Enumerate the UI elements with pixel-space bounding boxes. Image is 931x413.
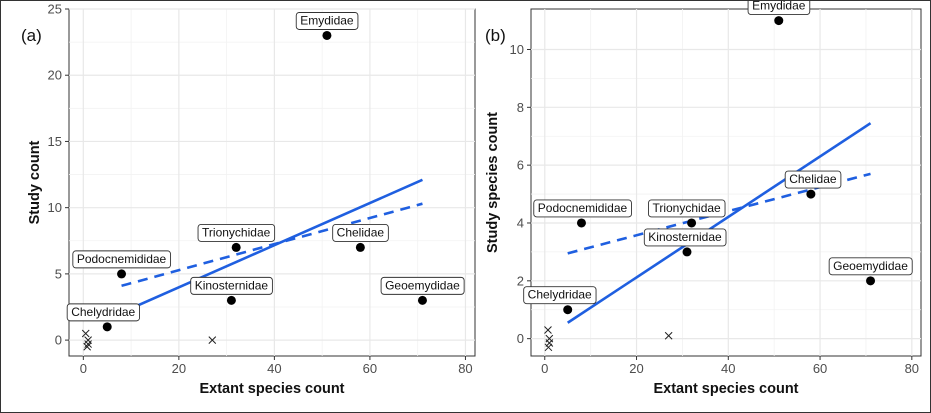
y-tick-label: 10 (48, 200, 62, 215)
point-label: Trionychidae (202, 225, 271, 239)
fit-line-solid (566, 122, 872, 324)
y-tick-label: 8 (517, 100, 524, 115)
cross-point (664, 331, 673, 340)
grid (69, 8, 475, 356)
point-label-box (828, 257, 913, 276)
x-tick-label: 0 (541, 361, 548, 376)
point-label-box (648, 199, 726, 218)
data-point (806, 189, 816, 199)
y-axis-title: Study count (27, 140, 43, 224)
x-tick-label: 20 (172, 361, 186, 376)
point-label-box (295, 12, 359, 30)
point-label-box (523, 286, 597, 305)
y-tick-label: 25 (48, 2, 62, 17)
y-tick-label: 6 (517, 158, 524, 173)
cross-point (208, 336, 217, 344)
point-label-box (533, 199, 632, 218)
panel-b: 0 20 40 60 80 0 2 4 6 8 10 Emydidae Podocnemididae Tr… (485, 1, 922, 397)
x-tick-label: 60 (363, 361, 377, 376)
cross-point (81, 329, 90, 338)
point-label: Chelydridae (71, 305, 135, 319)
point-label: Chelidae (789, 172, 837, 186)
data-point (355, 242, 365, 252)
cross-point (84, 340, 92, 348)
point-label: Emydidae (752, 1, 806, 13)
point-label: Geoemydidae (385, 278, 460, 292)
y-tick-label: 10 (510, 42, 524, 57)
point-label-box (747, 1, 811, 16)
point-label: Chelidae (337, 225, 385, 239)
point-label: Trionychidae (652, 201, 721, 215)
data-point (322, 30, 332, 40)
point-label-box (332, 223, 389, 242)
data-point (117, 269, 127, 279)
data-point (774, 16, 784, 26)
panel-label: (b) (485, 26, 506, 45)
data-point (417, 295, 427, 305)
fit-line-solid (106, 178, 423, 321)
point-label-box (197, 223, 276, 242)
x-axis-title: Extant species count (653, 381, 798, 397)
point-label: Podocnemididae (77, 252, 167, 266)
point-label-box (643, 228, 727, 247)
y-tick-label: 4 (517, 215, 524, 230)
x-axis-title: Extant species count (199, 381, 344, 397)
x-tick-label: 60 (813, 361, 827, 376)
point-label-box (190, 276, 273, 295)
y-tick-label: 2 (517, 273, 524, 288)
data-point (102, 322, 112, 332)
x-tick-label: 20 (629, 361, 643, 376)
plot-area (68, 8, 476, 357)
data-point (866, 276, 876, 286)
point-label-box (380, 276, 465, 295)
x-tick-label: 40 (721, 361, 735, 376)
cross-point (544, 326, 552, 334)
point-label: Kinosternidae (648, 230, 722, 244)
data-point (226, 295, 236, 305)
fit-line-dashed (121, 202, 423, 288)
panel-a: 0 20 40 60 80 0 5 10 15 20 25 Emydidae Podocnemidida… (21, 2, 476, 397)
point-label: Kinosternidae (195, 278, 269, 292)
point-label-box (72, 250, 172, 269)
point-label-box (784, 170, 842, 189)
x-tick-label: 80 (458, 361, 472, 376)
data-point (682, 247, 692, 257)
point-label: Geoemydidae (833, 259, 908, 273)
point-label-box (66, 303, 141, 322)
data-point (231, 242, 241, 252)
point-label: Emydidae (300, 13, 354, 27)
y-axis-title: Study species count (485, 112, 501, 253)
data-point (687, 218, 697, 228)
data-point (563, 305, 573, 315)
y-tick-label: 5 (55, 266, 62, 281)
y-tick-label: 20 (48, 68, 62, 83)
y-tick-label: 0 (55, 333, 62, 348)
x-tick-label: 0 (80, 361, 87, 376)
y-tick-label: 15 (48, 134, 62, 149)
x-tick-label: 80 (905, 361, 919, 376)
grid (531, 9, 921, 356)
x-tick-label: 40 (267, 361, 281, 376)
point-label: Chelydridae (528, 288, 592, 302)
cross-point (544, 343, 553, 352)
point-label: Podocnemididae (538, 201, 628, 215)
data-point (576, 218, 586, 228)
cross-point (83, 342, 92, 351)
y-tick-label: 0 (517, 331, 524, 346)
panel-label: (a) (21, 26, 42, 45)
